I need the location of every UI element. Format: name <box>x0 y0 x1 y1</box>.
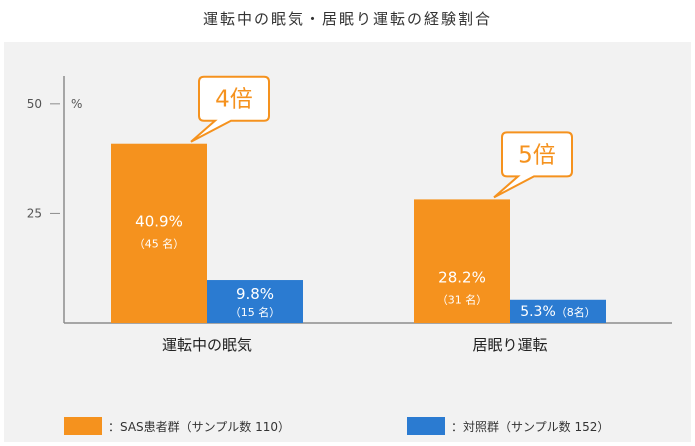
y-tick-label-50: 50 <box>27 97 42 111</box>
callout-bubble-1 <box>493 131 573 199</box>
count-label-control-1: （8名） <box>556 305 596 319</box>
legend-label-sas: ：SAS患者群（サンプル数 110） <box>108 419 291 434</box>
callout-bubble-0 <box>190 75 270 143</box>
y-tick-label-25: 25 <box>27 206 42 220</box>
category-label-1: 居眠り運転 <box>472 336 547 354</box>
data-label-sas-0: 40.9% <box>135 213 183 231</box>
legend-item-sas: ：SAS患者群（サンプル数 110） <box>64 416 290 436</box>
data-label-value: 5.3% <box>520 304 556 320</box>
bar-sas-1 <box>414 199 510 323</box>
chart-title: 運転中の眠気・居眠り運転の経験割合 <box>202 10 492 28</box>
data-label-sas-1: 28.2% <box>438 268 486 286</box>
legend-swatch-sas <box>64 417 102 435</box>
data-label-control-0: 9.8% <box>236 285 274 303</box>
count-label-sas-1: （31 名） <box>437 292 488 306</box>
legend-swatch-control <box>407 417 445 435</box>
bar-control-1 <box>510 299 606 323</box>
legend-item-control: ：対照群（サンプル数 152） <box>407 416 609 436</box>
y-unit-label: % <box>71 97 82 111</box>
category-label-0: 運転中の眠気 <box>162 336 252 354</box>
callout-label-1: 5倍 <box>518 142 556 168</box>
count-label-sas-0: （45 名） <box>134 237 185 251</box>
callout-label-0: 4倍 <box>215 87 253 113</box>
bar-control-0 <box>207 280 303 323</box>
legend-label-control: ：対照群（サンプル数 152） <box>451 419 610 434</box>
chart-panel: 25 50% 40.9% （45 名） 9.8% （15 名） 運転中の眠気 28.2% （31… <box>4 42 691 442</box>
bar-chart: 25 50 % 40.9% （45 名） 9.8% （15 名） 運転中の眠気 28.2% （31… <box>27 75 672 354</box>
bar-sas-0 <box>111 143 207 323</box>
count-label-control-0: （15 名） <box>230 305 281 319</box>
data-label-control-1: 5.3%（8名） <box>520 304 596 320</box>
